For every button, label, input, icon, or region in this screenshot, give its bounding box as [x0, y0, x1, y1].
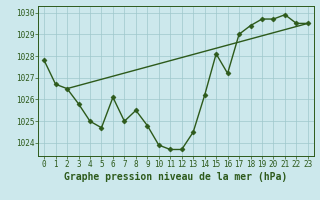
X-axis label: Graphe pression niveau de la mer (hPa): Graphe pression niveau de la mer (hPa) [64, 172, 288, 182]
